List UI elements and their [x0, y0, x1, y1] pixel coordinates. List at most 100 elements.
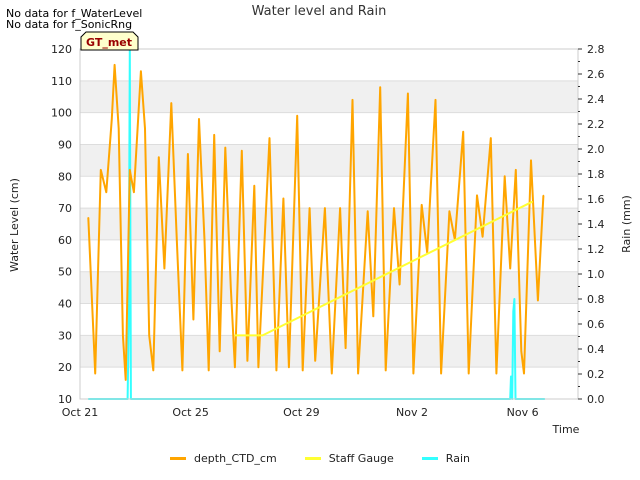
- data-point: [407, 92, 409, 95]
- legend-label-rain: Rain: [445, 452, 470, 465]
- data-point: [133, 191, 135, 193]
- data-point: [476, 194, 478, 196]
- data-point: [537, 299, 539, 301]
- data-point: [542, 194, 545, 196]
- data-point: [128, 323, 130, 325]
- legend-label-staff-gauge: Staff Gauge: [328, 452, 394, 465]
- right-axis: 0.0 0.2 0.4 0.6 0.8 1.0 1.2 1.4 1.6 1.8 2.0 2.2 2.4 2…: [578, 43, 605, 406]
- data-point: [122, 334, 124, 336]
- y-tick-label: 40: [58, 298, 72, 311]
- data-point: [490, 137, 492, 139]
- data-point: [345, 347, 347, 349]
- legend-item-depth: depth_CTD_cm: [170, 452, 277, 465]
- data-point: [208, 369, 210, 371]
- data-point: [331, 372, 333, 375]
- legend-swatch-depth: [170, 457, 187, 460]
- data-point: [367, 210, 369, 212]
- data-point: [129, 169, 131, 171]
- y2-tick-label: 0.6: [587, 318, 605, 331]
- data-point: [113, 64, 116, 66]
- data-point: [481, 236, 484, 238]
- y-tick-label: 100: [51, 107, 72, 120]
- y-tick-label: 20: [58, 361, 72, 374]
- y2-tick-label: 1.6: [587, 193, 605, 206]
- left-axis: 10 20 30 40 50 60 70 80 90 100 110 120: [51, 43, 72, 406]
- data-point: [510, 375, 512, 378]
- data-point: [230, 287, 232, 289]
- data-point: [144, 127, 146, 130]
- y2-tick-label: 0.4: [587, 343, 605, 356]
- data-point: [224, 147, 226, 149]
- data-point: [282, 197, 284, 200]
- gt-met-badge: GT_met: [80, 31, 139, 51]
- x-axis-label: Time: [552, 423, 580, 436]
- y2-tick-label: 1.8: [587, 168, 605, 181]
- data-point: [520, 350, 522, 352]
- y2-tick-label: 2.6: [587, 68, 605, 81]
- y-tick-label: 10: [58, 393, 72, 406]
- chart-title: Water level and Rain: [252, 4, 387, 19]
- y2-tick-label: 2.0: [587, 143, 605, 156]
- data-point: [314, 360, 316, 362]
- data-point: [530, 159, 532, 161]
- data-point: [296, 115, 298, 117]
- data-point: [531, 201, 533, 203]
- data-point: [275, 369, 278, 371]
- y-tick-label: 80: [58, 170, 72, 183]
- data-point: [515, 169, 517, 171]
- data-point: [118, 127, 120, 130]
- data-point: [148, 334, 150, 336]
- data-point: [158, 156, 160, 158]
- data-point: [468, 372, 470, 375]
- data-point: [448, 210, 450, 212]
- y2-tick-label: 1.4: [587, 218, 605, 231]
- data-point: [385, 369, 387, 371]
- data-point: [512, 310, 514, 313]
- data-point: [253, 185, 255, 187]
- grid-band: [80, 144, 578, 177]
- data-point: [302, 369, 304, 371]
- x-tick-label: Oct 21: [62, 406, 99, 419]
- data-point: [372, 315, 374, 317]
- y-tick-label: 50: [58, 266, 72, 279]
- y-tick-label: 110: [51, 75, 72, 88]
- legend-label-depth: depth_CTD_cm: [194, 452, 277, 465]
- legend-swatch-staff-gauge: [304, 457, 321, 460]
- data-point: [262, 334, 264, 336]
- data-point: [241, 150, 243, 152]
- data-point: [203, 239, 206, 241]
- data-point: [125, 379, 127, 381]
- no-data-note-2: No data for f_SonicRng: [6, 18, 133, 31]
- data-point: [176, 239, 178, 241]
- data-point: [234, 366, 236, 368]
- x-tick-label: Oct 29: [283, 406, 320, 419]
- data-point: [462, 131, 464, 133]
- x-tick-label: Nov 6: [507, 406, 539, 419]
- badge-label: GT_met: [86, 36, 132, 49]
- x-tick-label: Nov 2: [396, 406, 428, 419]
- data-point: [163, 267, 165, 270]
- series-line-rain: [88, 48, 545, 400]
- data-point: [495, 372, 497, 375]
- data-point: [100, 169, 102, 171]
- data-point: [351, 99, 354, 101]
- x-axis: Oct 21 Oct 25 Oct 29 Nov 2 Nov 6: [62, 406, 539, 419]
- data-point: [234, 334, 236, 336]
- series-layer: [87, 48, 546, 400]
- legend-swatch-rain: [421, 457, 438, 460]
- y-tick-label: 120: [51, 43, 72, 56]
- y2-tick-label: 1.0: [587, 268, 605, 281]
- data-point: [181, 369, 183, 371]
- data-point: [309, 207, 311, 209]
- data-point: [440, 372, 442, 375]
- legend: depth_CTD_cm Staff Gauge Rain: [0, 452, 640, 465]
- data-point: [288, 366, 290, 368]
- data-point: [94, 372, 96, 375]
- data-point: [198, 118, 200, 120]
- data-point: [111, 118, 113, 120]
- y2-tick-label: 0.8: [587, 293, 605, 306]
- data-point: [187, 153, 189, 155]
- data-point: [140, 70, 142, 72]
- data-point: [523, 372, 525, 375]
